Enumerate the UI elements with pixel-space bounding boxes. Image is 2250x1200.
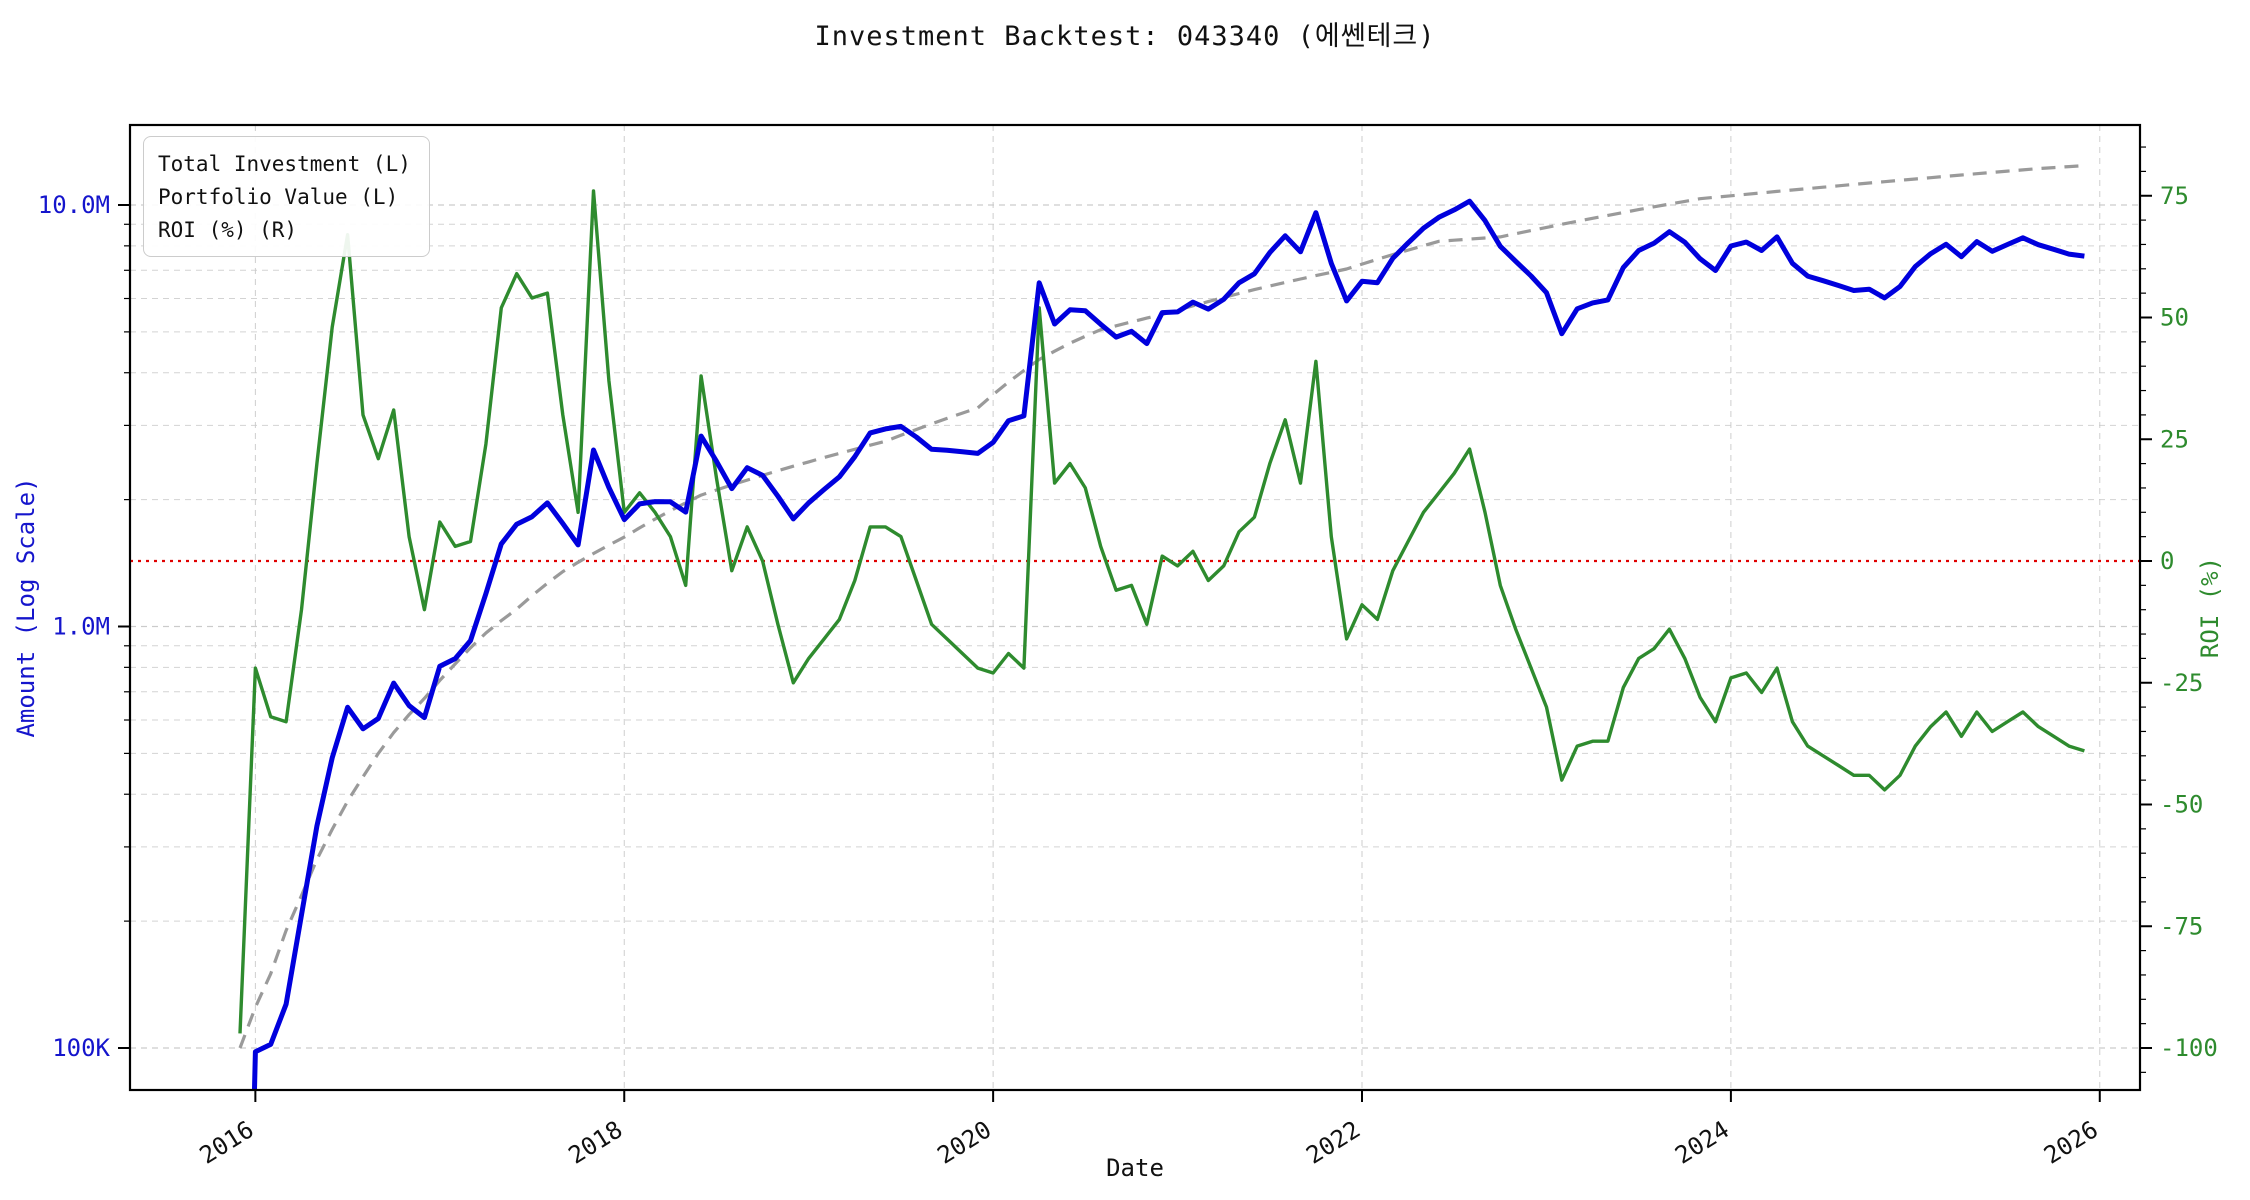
- svg-text:2018: 2018: [564, 1115, 628, 1169]
- svg-text:-50: -50: [2160, 791, 2203, 819]
- svg-text:1.0M: 1.0M: [52, 613, 110, 641]
- legend-label: Total Investment (L): [158, 151, 411, 176]
- legend-box: Total Investment (L) Portfolio Value (L)…: [143, 136, 430, 257]
- svg-text:Date: Date: [1106, 1154, 1164, 1182]
- svg-text:2024: 2024: [1670, 1115, 1734, 1169]
- legend-item-portfolio-value: Portfolio Value (L): [158, 180, 411, 213]
- svg-text:-75: -75: [2160, 912, 2203, 940]
- svg-text:0: 0: [2160, 547, 2174, 575]
- svg-text:ROI (%): ROI (%): [2196, 557, 2224, 658]
- legend-label: Portfolio Value (L): [158, 184, 399, 209]
- svg-text:10.0M: 10.0M: [38, 191, 110, 219]
- chart-title: Investment Backtest: 043340 (에쎈테크): [814, 21, 1436, 52]
- svg-text:100K: 100K: [52, 1034, 110, 1062]
- svg-text:2026: 2026: [2039, 1115, 2103, 1169]
- svg-text:Amount (Log Scale): Amount (Log Scale): [12, 477, 40, 737]
- legend-item-total-investment: Total Investment (L): [158, 147, 411, 180]
- svg-text:75: 75: [2160, 182, 2189, 210]
- legend-item-roi: ROI (%) (R): [158, 213, 411, 246]
- svg-text:2016: 2016: [195, 1115, 259, 1169]
- svg-text:2022: 2022: [1301, 1115, 1365, 1169]
- svg-text:25: 25: [2160, 425, 2189, 453]
- svg-text:-25: -25: [2160, 669, 2203, 697]
- svg-text:50: 50: [2160, 304, 2189, 332]
- legend-label: ROI (%) (R): [158, 217, 298, 242]
- svg-text:2020: 2020: [932, 1115, 996, 1169]
- svg-text:-100: -100: [2160, 1034, 2218, 1062]
